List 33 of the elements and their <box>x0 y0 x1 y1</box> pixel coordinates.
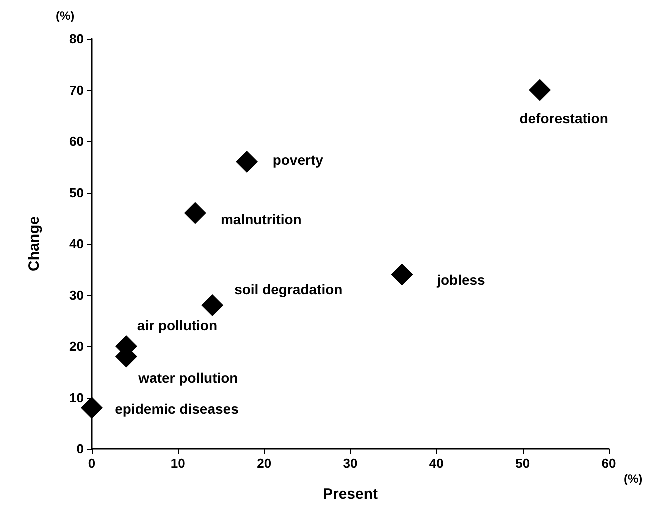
text: (%) <box>624 472 643 486</box>
annotation: soil degradation <box>234 282 343 298</box>
x-tick-label: 20 <box>257 456 272 471</box>
y-tick-label: 80 <box>70 32 84 46</box>
y-tick-label: 40 <box>70 236 84 252</box>
y-tick-label: 20 <box>70 339 84 354</box>
annotation: epidemic diseases <box>115 401 240 417</box>
y-axis-title: Change <box>26 216 43 272</box>
x-tick-label: 40 <box>429 456 444 471</box>
y-tick-label: 70 <box>70 82 84 98</box>
y-tick-label: 0 <box>76 442 84 456</box>
annotation: deforestation <box>520 110 608 126</box>
point <box>391 264 414 286</box>
annotation: air pollution <box>137 318 218 334</box>
x-axis-title: Present <box>322 486 378 503</box>
x-tick-label: 10 <box>170 456 186 471</box>
y-tick-label: 30 <box>70 288 84 303</box>
x-tick-label: 50 <box>516 456 530 471</box>
point <box>184 202 206 224</box>
annotation: malnutrition <box>220 211 302 228</box>
annotation: water pollution <box>138 370 238 386</box>
text: (%) <box>56 9 75 23</box>
annotation: poverty <box>272 152 324 168</box>
point <box>236 151 258 173</box>
x-tick-label: 0 <box>88 456 96 471</box>
x-tick-label: 30 <box>343 456 358 471</box>
point <box>529 79 552 102</box>
y-tick-label: 10 <box>70 390 84 406</box>
annotation: jobless <box>436 272 486 288</box>
y-tick-label: 50 <box>70 185 84 200</box>
point <box>202 294 224 316</box>
x-tick-label: 60 <box>602 456 616 471</box>
y-tick-label: 60 <box>70 134 84 149</box>
